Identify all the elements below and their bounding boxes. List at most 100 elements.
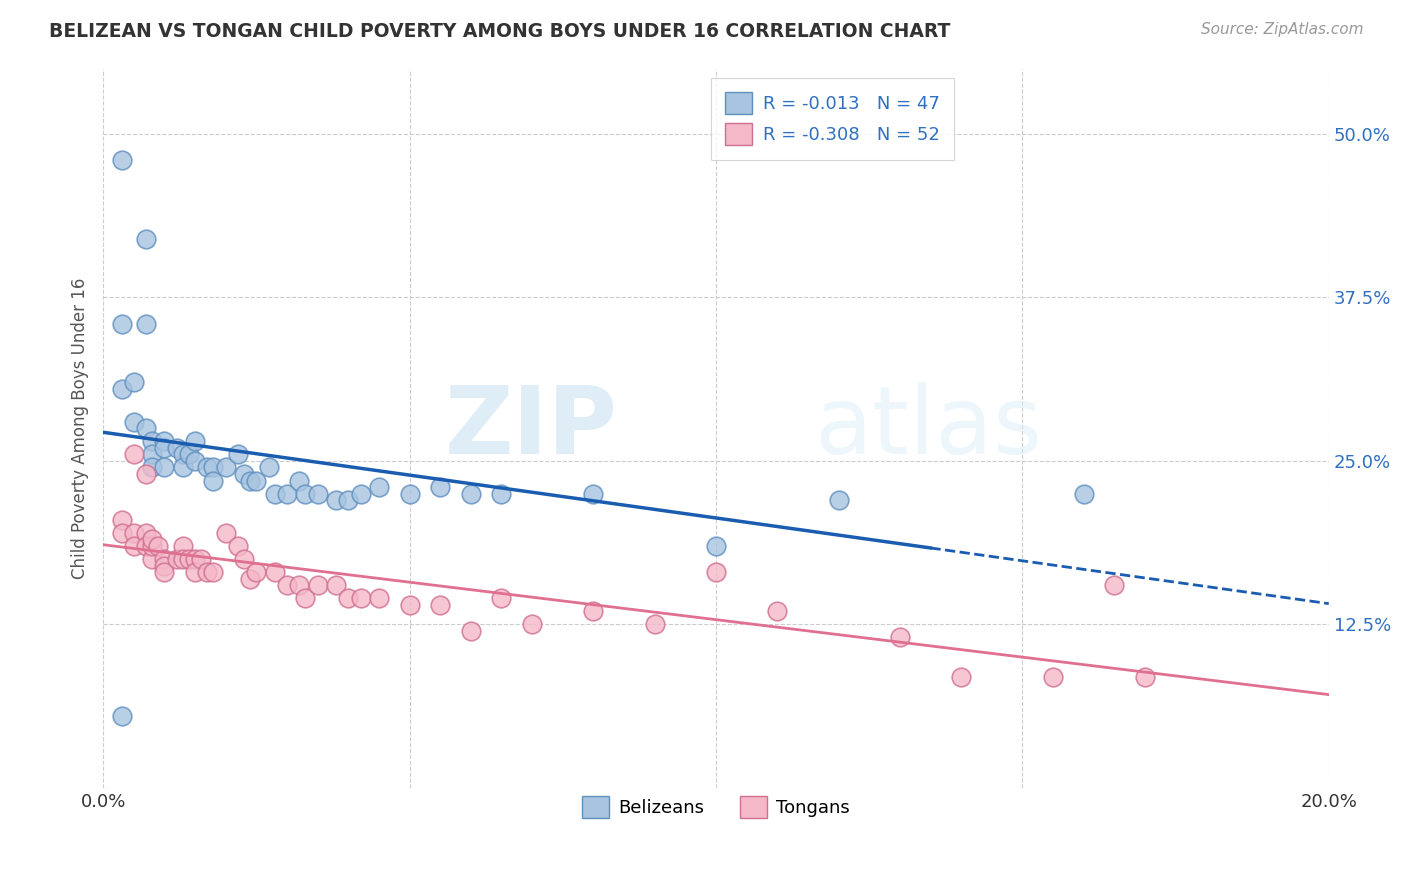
Point: [349, 591, 371, 606]
Point: [110, 525, 132, 540]
Point: [172, 460, 194, 475]
Point: [460, 486, 482, 500]
Point: [349, 486, 371, 500]
Point: [491, 591, 513, 606]
Point: [135, 421, 157, 435]
Point: [276, 578, 298, 592]
Point: [166, 552, 188, 566]
Point: [177, 447, 200, 461]
Point: [172, 447, 194, 461]
Point: [1104, 578, 1126, 592]
Point: [398, 598, 420, 612]
Point: [239, 474, 262, 488]
Point: [184, 434, 207, 449]
Point: [122, 447, 145, 461]
Point: [215, 525, 238, 540]
Point: [233, 552, 256, 566]
Text: Source: ZipAtlas.com: Source: ZipAtlas.com: [1201, 22, 1364, 37]
Point: [276, 486, 298, 500]
Point: [294, 591, 316, 606]
Point: [233, 467, 256, 481]
Point: [644, 617, 666, 632]
Legend: Belizeans, Tongans: Belizeans, Tongans: [575, 789, 858, 826]
Point: [325, 493, 347, 508]
Point: [889, 631, 911, 645]
Point: [307, 578, 329, 592]
Point: [367, 480, 389, 494]
Point: [202, 460, 225, 475]
Point: [202, 565, 225, 579]
Point: [245, 565, 267, 579]
Point: [215, 460, 238, 475]
Point: [135, 231, 157, 245]
Y-axis label: Child Poverty Among Boys Under 16: Child Poverty Among Boys Under 16: [72, 277, 89, 579]
Point: [202, 474, 225, 488]
Point: [367, 591, 389, 606]
Point: [122, 525, 145, 540]
Point: [110, 513, 132, 527]
Point: [184, 552, 207, 566]
Text: atlas: atlas: [814, 382, 1042, 475]
Point: [110, 382, 132, 396]
Point: [704, 539, 727, 553]
Point: [288, 474, 311, 488]
Point: [263, 565, 285, 579]
Point: [122, 539, 145, 553]
Point: [184, 454, 207, 468]
Point: [429, 480, 451, 494]
Point: [704, 565, 727, 579]
Text: BELIZEAN VS TONGAN CHILD POVERTY AMONG BOYS UNDER 16 CORRELATION CHART: BELIZEAN VS TONGAN CHILD POVERTY AMONG B…: [49, 22, 950, 41]
Point: [257, 460, 280, 475]
Point: [337, 591, 360, 606]
Point: [294, 486, 316, 500]
Point: [1042, 670, 1064, 684]
Point: [288, 578, 311, 592]
Point: [491, 486, 513, 500]
Point: [153, 565, 176, 579]
Point: [141, 539, 163, 553]
Point: [135, 317, 157, 331]
Point: [429, 598, 451, 612]
Point: [172, 539, 194, 553]
Point: [239, 572, 262, 586]
Point: [153, 434, 176, 449]
Point: [950, 670, 973, 684]
Point: [190, 552, 212, 566]
Point: [827, 493, 849, 508]
Point: [766, 604, 789, 618]
Point: [135, 467, 157, 481]
Point: [460, 624, 482, 638]
Point: [226, 447, 249, 461]
Point: [1133, 670, 1156, 684]
Text: ZIP: ZIP: [446, 382, 617, 475]
Point: [325, 578, 347, 592]
Point: [166, 441, 188, 455]
Point: [153, 460, 176, 475]
Point: [110, 153, 132, 167]
Point: [398, 486, 420, 500]
Point: [148, 539, 170, 553]
Point: [153, 441, 176, 455]
Point: [337, 493, 360, 508]
Point: [307, 486, 329, 500]
Point: [520, 617, 543, 632]
Point: [184, 565, 207, 579]
Point: [141, 447, 163, 461]
Point: [141, 552, 163, 566]
Point: [110, 709, 132, 723]
Point: [177, 552, 200, 566]
Point: [1073, 486, 1095, 500]
Point: [122, 415, 145, 429]
Point: [195, 565, 218, 579]
Point: [122, 376, 145, 390]
Point: [141, 460, 163, 475]
Point: [153, 552, 176, 566]
Point: [110, 317, 132, 331]
Point: [141, 533, 163, 547]
Point: [582, 486, 605, 500]
Point: [226, 539, 249, 553]
Point: [245, 474, 267, 488]
Point: [172, 552, 194, 566]
Point: [141, 434, 163, 449]
Point: [135, 539, 157, 553]
